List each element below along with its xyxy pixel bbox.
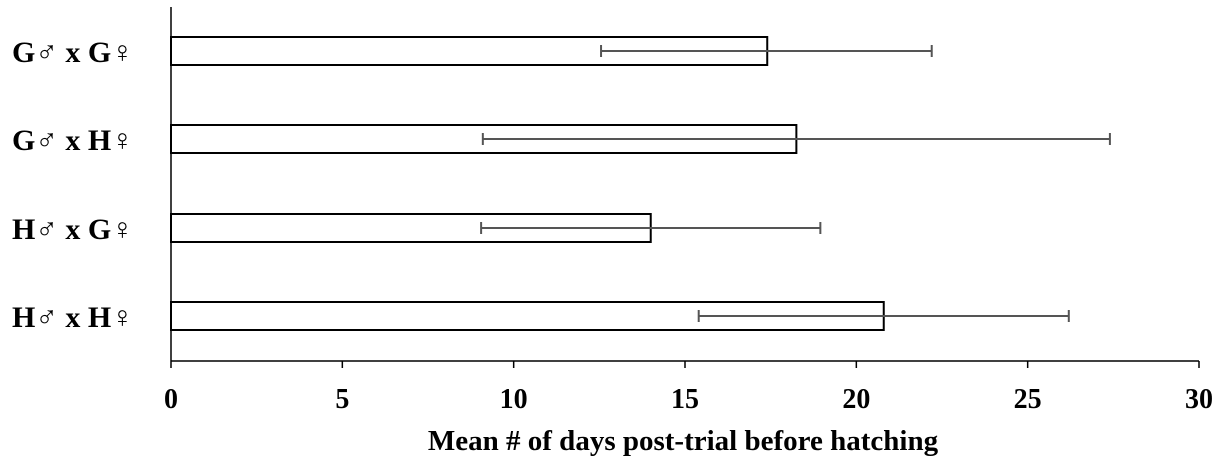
- x-axis-title: Mean # of days post-trial before hatchin…: [428, 425, 939, 457]
- category-labels: G♂ x G♀ G♂ x H♀ H♂ x G♀ H♂ x H♀: [12, 36, 134, 334]
- error-bar: [481, 133, 1111, 145]
- error-bars: [480, 45, 1111, 322]
- x-tick-label: 15: [671, 384, 699, 415]
- category-label: H♂ x G♀: [12, 213, 134, 246]
- error-bar: [480, 222, 822, 234]
- x-ticks: 0 5 10 15 20 25 30: [164, 361, 1213, 415]
- category-label: G♂ x H♀: [12, 124, 134, 157]
- error-bar: [600, 45, 933, 57]
- x-tick-label: 5: [335, 384, 349, 415]
- x-tick-label: 0: [164, 384, 178, 415]
- x-tick-label: 10: [500, 384, 528, 415]
- x-tick-label: 20: [842, 384, 870, 415]
- error-bar: [697, 310, 1070, 322]
- x-tick-label: 30: [1185, 384, 1213, 415]
- category-label: H♂ x H♀: [12, 301, 134, 334]
- category-label: G♂ x G♀: [12, 36, 134, 69]
- bars: [170, 36, 885, 331]
- x-tick-label: 25: [1014, 384, 1042, 415]
